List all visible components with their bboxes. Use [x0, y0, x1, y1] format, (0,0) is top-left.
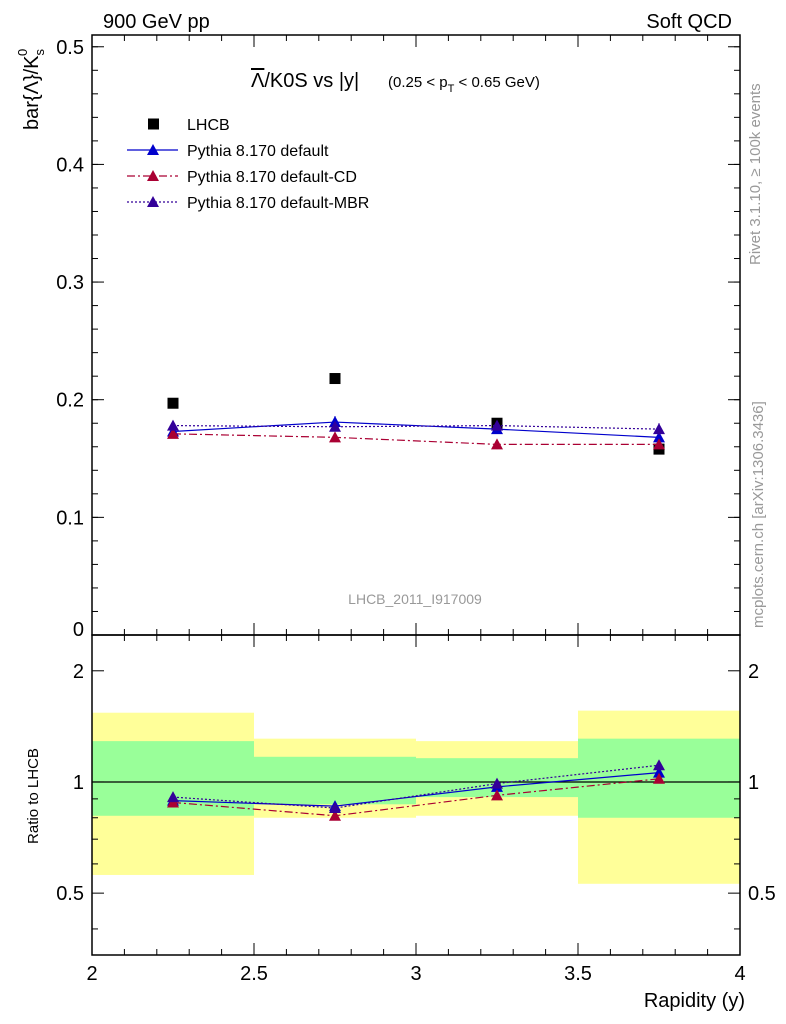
- ratio-line: [172, 778, 660, 817]
- analysis-watermark: LHCB_2011_I917009: [348, 591, 482, 607]
- legend-marker: [148, 118, 159, 130]
- legend-entry: Pythia 8.170 default: [127, 143, 329, 160]
- x-tick-label: 3.5: [564, 963, 592, 985]
- y-tick-label: 0.3: [56, 272, 84, 294]
- legend-label: LHCB: [187, 117, 230, 134]
- main-series-layer: [167, 373, 665, 455]
- x-tick-label: 2: [86, 963, 97, 985]
- series-3: [167, 419, 665, 435]
- series-2: [167, 427, 665, 450]
- svg-text:Λ/K0S vs |y|: Λ/K0S vs |y|: [251, 70, 359, 92]
- ratio-point: [491, 789, 503, 801]
- uncertainty-band-inner: [254, 756, 416, 805]
- data-point: [167, 427, 179, 439]
- ratio-y-tick-label-right: 0.5: [748, 883, 776, 905]
- ratio-line: [172, 764, 660, 809]
- data-point: [329, 373, 341, 385]
- x-tick-label: 4: [734, 963, 745, 985]
- data-point: [491, 419, 503, 431]
- title-overline-symbol: Λ: [251, 70, 265, 92]
- ratio-point: [329, 809, 341, 821]
- title-range-end: < 0.65 GeV): [454, 74, 539, 91]
- ratio-y-label: Ratio to LHCB: [25, 748, 42, 844]
- y-tick-label-zero: 0: [73, 619, 84, 641]
- data-point: [491, 438, 503, 450]
- series-1: [167, 416, 665, 444]
- legend-entry: Pythia 8.170 default-MBR: [127, 195, 369, 212]
- y-tick-label: 0.4: [56, 154, 84, 176]
- x-tick-label: 2.5: [240, 963, 268, 985]
- legend-marker: [147, 196, 159, 207]
- ratio-line: [172, 772, 660, 807]
- legend-label: Pythia 8.170 default: [187, 143, 329, 160]
- ratio-series-2: [167, 759, 665, 814]
- data-point: [329, 420, 341, 432]
- ratio-point: [653, 766, 665, 778]
- x-axis-label: Rapidity (y): [644, 990, 745, 1012]
- ratio-panel: 0.5 0.5 1 1 2 2 2 2.5 3 3.5 4: [56, 634, 776, 985]
- title-rest: /K0S vs |y|: [264, 70, 359, 92]
- data-point: [653, 438, 665, 450]
- legend: LHCB Pythia 8.170 default Pythia 8.170 def…: [127, 117, 369, 212]
- ratio-point: [167, 791, 179, 803]
- y-tick-label: 0.2: [56, 390, 84, 412]
- data-point: [167, 419, 179, 431]
- ratio-y-tick-label-right: 2: [748, 661, 759, 683]
- series-line: [172, 424, 660, 430]
- ratio-bands: [92, 710, 740, 884]
- series-line: [172, 433, 659, 446]
- legend-entry: LHCB: [148, 117, 230, 134]
- svg-text:bar{Λ}/Ks0: bar{Λ}/Ks0: [15, 48, 47, 130]
- header-left: 900 GeV pp: [103, 11, 210, 33]
- data-point: [329, 431, 341, 443]
- ylabel-sub: s: [32, 48, 47, 55]
- legend-entry: Pythia 8.170 default-CD: [127, 169, 357, 186]
- legend-label: Pythia 8.170 default-MBR: [187, 195, 369, 212]
- ratio-series-layer: [167, 759, 665, 821]
- main-y-label: bar{Λ}/Ks0: [15, 48, 47, 130]
- legend-marker: [147, 144, 159, 155]
- main-title: Λ/K0S vs |y| (0.25 < pT < 0.65 GeV): [251, 70, 540, 95]
- mcplots-label: mcplots.cern.ch [arXiv:1306.3436]: [750, 401, 767, 628]
- y-tick-label: 0.5: [56, 37, 84, 59]
- legend-label: Pythia 8.170 default-CD: [187, 169, 357, 186]
- ylabel-text: bar{Λ}/K: [21, 55, 43, 130]
- svg-text:(0.25 < pT < 0.65 GeV): (0.25 < pT < 0.65 GeV): [388, 74, 540, 95]
- y-tick-label: 0.1: [56, 507, 84, 529]
- title-range-sub: T: [448, 83, 455, 95]
- ratio-point: [491, 777, 503, 789]
- legend-marker: [147, 170, 159, 181]
- title-range: (0.25 < p: [388, 74, 448, 91]
- ratio-y-tick-label: 2: [73, 661, 84, 683]
- x-tick-label: 3: [410, 963, 421, 985]
- ratio-point: [653, 772, 665, 784]
- ratio-y-tick-label: 1: [73, 772, 84, 794]
- rivet-label: Rivet 3.1.10, ≥ 100k events: [747, 83, 764, 265]
- ratio-point: [329, 802, 341, 814]
- data-point: [167, 397, 179, 409]
- series-line: [172, 421, 660, 438]
- ratio-y-tick-label: 0.5: [56, 883, 84, 905]
- ylabel-sup: 0: [15, 49, 30, 56]
- data-point: [653, 423, 665, 435]
- ratio-point: [653, 759, 665, 771]
- header-right: Soft QCD: [646, 11, 732, 33]
- data-point: [653, 431, 665, 443]
- series-0: [167, 373, 665, 455]
- ratio-y-tick-label-right: 1: [748, 772, 759, 794]
